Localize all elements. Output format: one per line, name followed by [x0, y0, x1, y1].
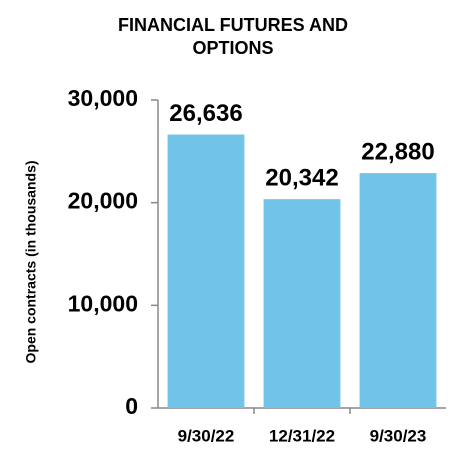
y-tick-label: 30,000	[68, 85, 138, 111]
value-label: 22,880	[361, 138, 434, 165]
x-tick-label: 12/31/22	[269, 426, 335, 445]
bar	[263, 199, 341, 408]
y-tick-label: 0	[125, 393, 138, 419]
y-tick-label: 20,000	[68, 188, 138, 214]
chart-title: FINANCIAL FUTURES AND OPTIONS	[118, 15, 348, 58]
y-tick-label: 10,000	[68, 290, 138, 316]
value-label: 20,342	[265, 164, 338, 191]
value-label: 26,636	[169, 100, 242, 127]
x-tick-label: 9/30/22	[178, 426, 235, 445]
bar	[167, 134, 245, 409]
x-tick-label: 9/30/23	[370, 426, 427, 445]
y-axis-label: Open contracts (in thousands)	[23, 160, 39, 363]
bar	[359, 173, 437, 408]
